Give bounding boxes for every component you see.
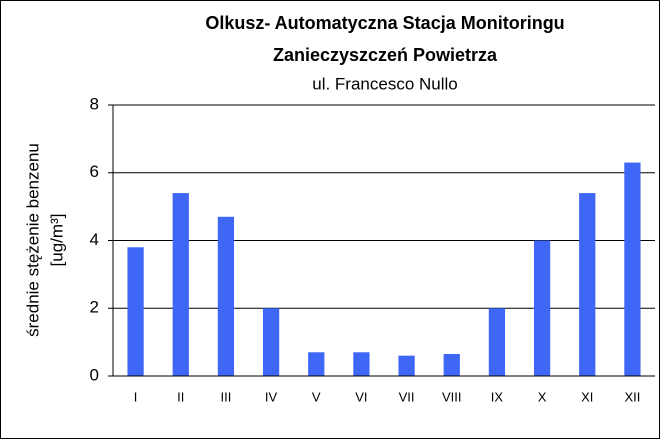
x-tick-label: XII (624, 389, 640, 404)
y-tick-label: 0 (90, 365, 99, 384)
bar (579, 193, 596, 376)
bar (398, 355, 415, 376)
bar (624, 162, 641, 376)
y-tick-label: 4 (90, 230, 99, 249)
x-tick-label: X (538, 389, 547, 404)
x-tick-label: IV (265, 389, 278, 404)
x-tick-label: II (177, 389, 184, 404)
x-tick-label: VIII (442, 389, 462, 404)
bar (308, 352, 325, 376)
bar (443, 353, 460, 376)
x-tick-label: VII (399, 389, 415, 404)
chart-title: Olkusz- Automatyczna Stacja Monitoringu (205, 13, 564, 33)
bar (488, 308, 506, 376)
bar (533, 240, 551, 376)
y-axis-label: średnie stężenie benzenu (23, 143, 42, 337)
y-axis-label: [ug/m³] (47, 214, 66, 267)
x-tick-label: III (220, 389, 231, 404)
x-tick-label: XI (581, 389, 593, 404)
x-tick-label: I (134, 389, 138, 404)
x-tick-label: IX (491, 389, 504, 404)
x-tick-label: V (312, 389, 321, 404)
y-tick-label: 2 (90, 298, 99, 317)
x-tick-label: VI (355, 389, 367, 404)
bar (262, 308, 280, 376)
chart-title: Zanieczyszczeń Powietrza (273, 45, 498, 65)
y-tick-label: 8 (90, 94, 99, 113)
chart-subtitle: ul. Francesco Nullo (312, 74, 458, 93)
bar (127, 247, 144, 376)
y-tick-label: 6 (90, 162, 99, 181)
bar (172, 193, 189, 376)
bar (217, 216, 235, 376)
bar (353, 352, 370, 376)
